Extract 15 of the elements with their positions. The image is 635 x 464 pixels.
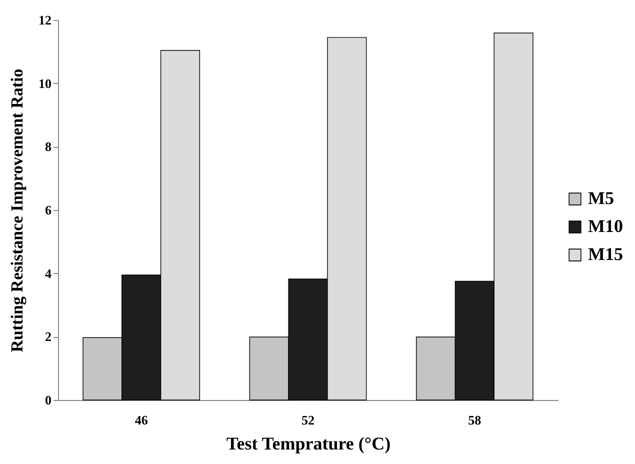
y-tick-label: 4 bbox=[45, 266, 52, 281]
y-tick-label: 10 bbox=[38, 76, 52, 91]
x-tick-label: 58 bbox=[468, 412, 482, 428]
y-tick-label: 2 bbox=[45, 329, 52, 344]
x-tick-label: 46 bbox=[134, 412, 148, 428]
legend-label: M15 bbox=[588, 244, 623, 264]
y-tick-label: 8 bbox=[45, 139, 52, 154]
y-tick-label: 6 bbox=[45, 202, 52, 218]
legend-label: M5 bbox=[588, 188, 614, 208]
x-axis-title: Test Temprature (°C) bbox=[226, 434, 391, 454]
y-axis-title: Rutting Resistance Improvement Ratio bbox=[8, 68, 26, 352]
x-tick-label: 52 bbox=[302, 412, 314, 428]
legend-label: M10 bbox=[588, 216, 623, 236]
y-tick-label: 0 bbox=[45, 392, 52, 408]
y-tick-label: 12 bbox=[38, 12, 52, 28]
